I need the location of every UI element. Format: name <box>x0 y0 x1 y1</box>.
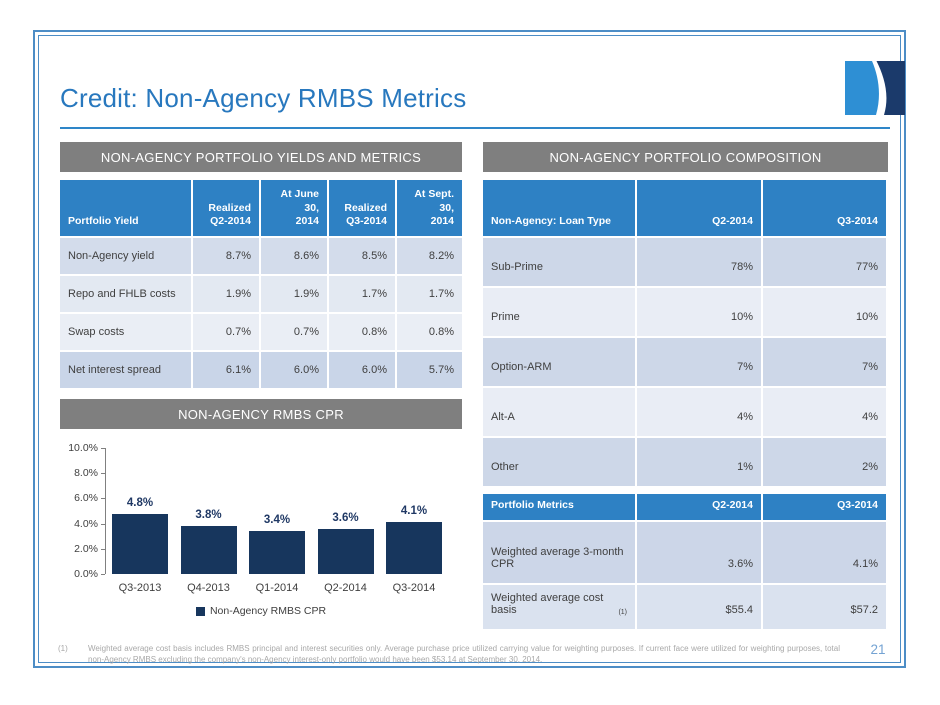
bar <box>249 531 305 574</box>
cell-value: 78% <box>637 238 761 286</box>
cell-value: 1.9% <box>193 276 259 312</box>
row-label: Net interest spread <box>60 352 191 388</box>
cell-value: 7% <box>637 338 761 386</box>
cell-value: 6.0% <box>261 352 327 388</box>
row-label: Option-ARM <box>483 338 635 386</box>
bar-value-label: 4.1% <box>400 505 428 518</box>
section-header-yields: NON-AGENCY PORTFOLIO YIELDS AND METRICS <box>60 142 462 172</box>
column-header: Portfolio Yield <box>60 180 191 236</box>
cell-value: 0.8% <box>329 314 395 350</box>
cell-value: $57.2 <box>763 585 886 629</box>
cell-value: 4.1% <box>763 522 886 583</box>
cell-value: 4% <box>763 388 886 436</box>
page-number: 21 <box>870 642 886 657</box>
cell-value: 8.6% <box>261 238 327 274</box>
section-header-composition: NON-AGENCY PORTFOLIO COMPOSITION <box>483 142 888 172</box>
cell-value: 1% <box>637 438 761 486</box>
y-axis-tick <box>101 498 105 500</box>
cell-value: 10% <box>637 288 761 336</box>
page-title: Credit: Non-Agency RMBS Metrics <box>60 83 467 113</box>
cell-value: 4% <box>637 388 761 436</box>
bar <box>180 526 237 574</box>
y-axis-tick <box>101 574 105 575</box>
y-axis-tick-label: 4.0% <box>74 517 98 530</box>
bar <box>112 513 168 574</box>
column-header: Q2-2014 <box>637 494 761 520</box>
y-axis-tick-label: 10.0% <box>68 442 98 454</box>
footnote-text: Weighted average cost basis includes RMB… <box>88 644 840 664</box>
row-label: Swap costs <box>60 314 191 350</box>
column-header: Realized Q3-2014 <box>329 180 395 236</box>
x-axis-category-label: Q1-2014 <box>255 582 299 594</box>
x-axis-category-label: Q3-2014 <box>392 582 436 594</box>
cell-value: 10% <box>763 288 886 336</box>
x-axis-category-label: Q4-2013 <box>187 582 230 594</box>
x-axis-category-label: Q2-2014 <box>324 582 367 594</box>
row-label: Other <box>483 438 635 486</box>
section-header-cpr: NON-AGENCY RMBS CPR <box>60 399 462 429</box>
column-header: Q3-2014 <box>763 180 886 236</box>
cell-value: 8.7% <box>193 238 259 274</box>
column-header: At Sept. 30, 2014 <box>397 180 462 236</box>
cell-value: 2% <box>763 438 886 486</box>
y-axis-tick-label: 8.0% <box>74 467 98 480</box>
slide-border-inner <box>38 35 901 663</box>
y-axis-tick-label: 0.0% <box>74 568 98 580</box>
row-label: Repo and FHLB costs <box>60 276 191 312</box>
legend-swatch-icon <box>195 606 205 616</box>
cell-value: 6.1% <box>193 352 259 388</box>
bar-value-label: 3.4% <box>263 514 291 527</box>
portfolio-metrics-table: Portfolio Metrics Q2-2014 Q3-2014 Weighted … <box>483 494 886 629</box>
y-axis-tick-label: 2.0% <box>74 542 98 555</box>
chart-legend: Non-Agency RMBS CPR <box>60 605 462 617</box>
column-header: Non-Agency: Loan Type <box>483 180 635 236</box>
x-axis-category-label: Q3-2013 <box>118 582 162 594</box>
cell-value: 0.7% <box>193 314 259 350</box>
cell-value: 77% <box>763 238 886 286</box>
cell-value: 1.7% <box>397 276 462 312</box>
row-label: Non-Agency yield <box>60 238 191 274</box>
bar <box>386 522 442 574</box>
footnote-marker: (1) <box>58 644 68 653</box>
y-axis-tick <box>101 523 105 525</box>
row-label: Alt-A <box>483 388 635 436</box>
row-label: Weighted average 3-month CPR <box>483 522 635 583</box>
slide-border-outer <box>33 30 906 668</box>
column-header: At June 30, 2014 <box>261 180 327 236</box>
bar-value-label: 3.8% <box>195 509 222 522</box>
column-header: Realized Q2-2014 <box>193 180 259 236</box>
cell-value: 0.8% <box>397 314 462 350</box>
cell-value: 8.2% <box>397 238 462 274</box>
y-axis-line <box>105 448 106 574</box>
title-divider <box>60 127 890 129</box>
y-axis-tick <box>101 473 105 475</box>
cell-value: 1.7% <box>329 276 395 312</box>
cell-value: 5.7% <box>397 352 462 388</box>
cell-value: 0.7% <box>261 314 327 350</box>
y-axis-tick <box>101 548 105 550</box>
row-label: Sub-Prime <box>483 238 635 286</box>
bar <box>317 528 374 574</box>
y-axis-tick <box>101 448 105 449</box>
legend-label: Non-Agency RMBS CPR <box>209 605 327 617</box>
row-label: Weighted average cost basis (1) <box>483 585 635 629</box>
cell-value: 8.5% <box>329 238 395 274</box>
bar-value-label: 3.6% <box>332 511 359 524</box>
yields-metrics-table: Portfolio Yield Realized Q2-2014 At June 30… <box>60 180 462 388</box>
column-header: Q2-2014 <box>637 180 761 236</box>
column-header: Q3-2014 <box>763 494 886 520</box>
cpr-bar-chart: 10.0% 8.0% 6.0% 4.0% 2.0% 0.0% 4.8% Q3-2013 3.8%… <box>60 437 462 629</box>
column-header: Portfolio Metrics <box>483 494 635 520</box>
y-axis-tick-label: 6.0% <box>74 492 98 505</box>
cell-value: 7% <box>763 338 886 386</box>
bar-value-label: 4.8% <box>126 496 154 509</box>
cell-value: 1.9% <box>261 276 327 312</box>
cell-value: 6.0% <box>329 352 395 388</box>
company-logo-icon <box>845 61 905 115</box>
row-label: Prime <box>483 288 635 336</box>
cell-value: 3.6% <box>637 522 761 583</box>
loan-type-table: Non-Agency: Loan Type Q2-2014 Q3-2014 Sub-P… <box>483 180 886 486</box>
cell-value: $55.4 <box>637 585 761 629</box>
